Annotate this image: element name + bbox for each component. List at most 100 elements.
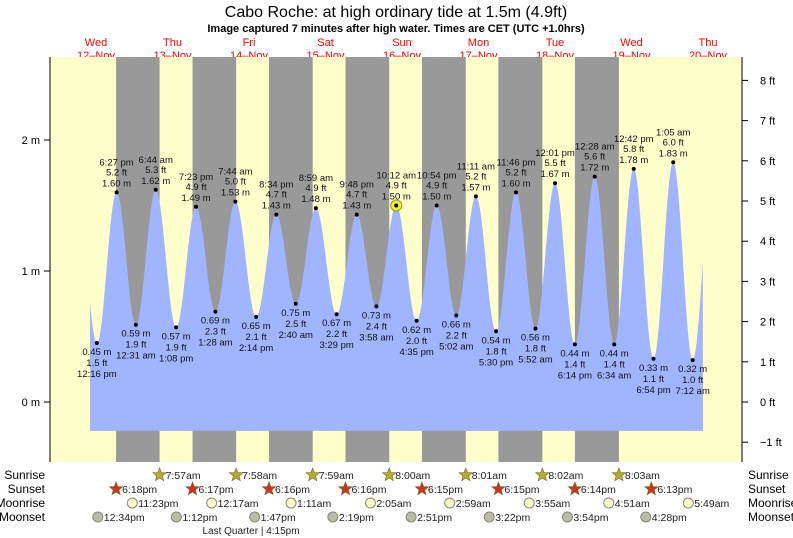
low-tide-marker: 0.32 m1.0 ft7:12 am [676,358,710,397]
tide-point [233,199,238,204]
sunrise-time: 8:00am [395,470,430,482]
high-tide-marker: 6:27 pm5.2 ft1.60 m [99,157,134,195]
low-tide-marker: 0.44 m1.4 ft6:34 am [597,342,631,381]
low-tide-marker: 0.65 m2.1 ft2:14 pm [239,314,273,354]
tide-point [434,203,439,208]
tide-point [313,206,318,211]
high-tide-marker: 12:28 am5.6 ft1.72 m [575,142,615,179]
tide-ft-label: 1.9 ft [166,342,187,353]
moonrise-event: 4:51am [603,497,650,510]
low-tide-marker: 0.66 m2.2 ft5:02 am [439,313,474,353]
sunrise-event: 7:58am [228,467,277,482]
low-tide-marker: 0.33 m1.1 ft6:54 pm [636,356,671,396]
tide-time-label: 1:08 pm [159,353,193,364]
sunrise-event: 8:02am [534,467,584,482]
moonrise-moon-icon [603,497,615,509]
tide-m-label: 0.45 m [82,347,111,358]
moonrise-time: 1:11am [297,498,331,510]
moonset-moon-icon [640,511,652,523]
tide-time-label: 6:54 pm [636,385,670,396]
chart-title: Cabo Roche: at high ordinary tide at 1.5… [225,4,567,21]
tide-point [592,174,597,179]
tide-time-label: 9:48 pm [340,180,374,191]
tide-ft-label: 5.2 ft [465,171,486,182]
sunset-star-icon [567,481,583,496]
sunset-time: 6:15pm [504,484,539,496]
moonrise-moon-icon [126,497,138,509]
tide-m-label: 0.56 m [521,333,550,344]
tide-ft-label: 2.1 ft [246,332,267,343]
tide-m-label: 1.48 m [301,194,330,205]
day-name: Tue [546,37,565,49]
tide-m-label: 1.60 m [102,178,131,189]
tide-time-label: 1:28 am [198,338,232,349]
tide-time-label: 10:12 am [376,171,416,182]
sunset-event: 6:15pm [414,481,463,496]
tide-point [274,212,279,217]
tide-m-label: 0.66 m [442,320,471,331]
moonset-event: 1:47pm [249,511,296,524]
chart-subtitle: Image captured 7 minutes after high wate… [207,23,585,35]
tide-m-label: 1.43 m [262,201,291,212]
tide-m-label: 1.49 m [182,193,211,204]
tide-ft-label: 6.0 ft [663,137,684,148]
moonrise-moon-icon [444,497,456,509]
sunset-star-icon [185,481,201,496]
tide-ft-label: 5.8 ft [623,144,644,155]
tide-time-label: 8:59 am [299,173,333,184]
sunset-event: 6:17pm [185,481,234,496]
moonset-time: 3:54pm [573,512,608,524]
moonrise-time: 2:59am [456,498,491,510]
sunrise-event: 8:01am [458,467,507,482]
sunrise-star-icon [305,467,321,482]
high-tide-marker: 11:11 am5.2 ft1.57 m [457,161,495,199]
tide-ft-label: 4.9 ft [426,181,447,192]
tide-point [671,160,676,165]
sunrise-star-icon [611,467,627,482]
moonrise-moon-icon [285,497,297,509]
tide-m-label: 0.44 m [560,348,589,359]
tide-point [334,312,339,317]
low-tide-marker: 0.57 m1.9 ft1:08 pm [159,325,193,364]
tide-point [174,325,179,330]
right-tick-label: 2 ft [760,317,775,329]
sunset-star-icon [643,481,659,496]
right-tick-label: 3 ft [760,276,775,288]
moonrise-row-label-left: Moonrise [0,496,45,510]
moonset-moon-icon [483,511,495,523]
left-tick-label: 1 m [22,266,40,278]
moonrise-time: 2:05am [376,498,411,510]
tide-time-label: 5:30 pm [479,357,513,368]
moonrise-event: 12:17am [206,497,259,510]
tide-m-label: 1.62 m [141,176,170,187]
moonset-event: 2:51pm [405,511,452,524]
moonset-row-label-right: Moonset [748,510,793,524]
tide-point [153,187,158,192]
sunrise-star-icon [381,467,397,482]
high-tide-marker: 11:46 pm5.2 ft1.60 m [497,157,536,195]
moonset-event: 12:34pm [92,511,145,524]
tide-time-label: 10:54 pm [417,171,457,182]
high-tide-marker: 9:48 pm4.7 ft1.43 m [340,180,374,217]
tide-m-label: 0.54 m [482,335,511,346]
moonrise-event: 1:11am [285,497,332,510]
tide-point [553,181,558,186]
tide-ft-label: 5.3 ft [145,165,166,176]
moonrise-time: 3:55am [535,498,570,510]
low-tide-marker: 0.67 m2.2 ft3:29 pm [319,312,354,351]
tide-m-label: 0.32 m [678,364,707,375]
sunset-event: 6:13pm [643,481,693,496]
tide-point [473,194,478,199]
sunrise-time: 7:59am [319,470,354,482]
high-tide-marker: 8:34 pm4.7 ft1.43 m [259,180,294,217]
tide-time-label: 4:35 pm [399,347,433,358]
tide-ft-label: 1.4 ft [604,359,625,370]
moonset-moon-icon [92,511,104,523]
moonset-time: 1:47pm [261,512,296,524]
right-tick-label: 1 ft [760,357,775,369]
tide-point [394,203,399,208]
tide-m-label: 0.73 m [362,310,391,321]
